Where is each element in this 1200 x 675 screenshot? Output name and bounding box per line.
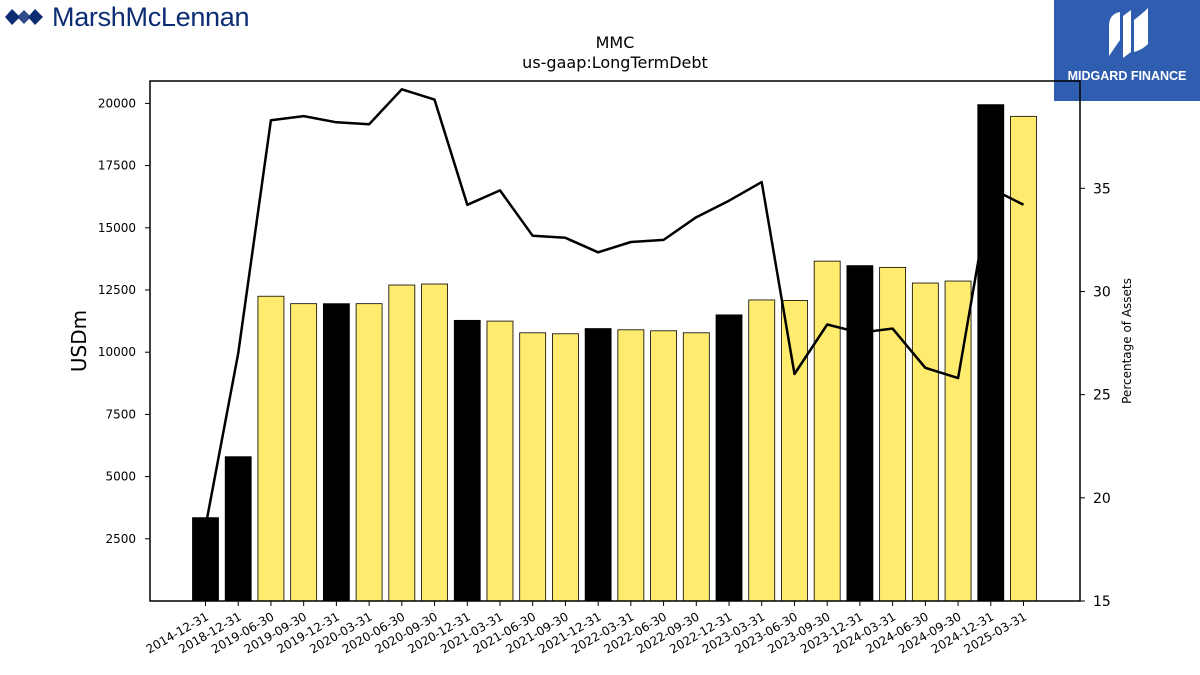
left-y-ticks: 2500 5000 7500 10000 12500 15000 17500 20000 bbox=[98, 96, 150, 546]
bar-2023-03-31 bbox=[748, 299, 776, 602]
bar-2019-09-30 bbox=[290, 303, 318, 602]
y2-tick-label: 20 bbox=[1093, 491, 1111, 507]
right-y-ticks: 15 20 25 30 35 bbox=[1080, 181, 1111, 610]
bar-2020-03-31 bbox=[355, 303, 383, 602]
marshmclennan-logo: MarshMcLennan bbox=[4, 1, 250, 32]
bars-layer bbox=[192, 104, 1037, 602]
y-tick-label: 17500 bbox=[98, 159, 136, 173]
bar-2019-12-31 bbox=[322, 303, 350, 602]
bar-2022-09-30 bbox=[682, 332, 710, 602]
midgard-finance-logo: MIDGARD FINANCE bbox=[1054, 0, 1200, 101]
y2-tick-label: 35 bbox=[1093, 181, 1111, 197]
bar-2021-06-30 bbox=[519, 332, 547, 602]
bar-2020-09-30 bbox=[421, 283, 448, 602]
bar-2023-06-30 bbox=[781, 300, 808, 602]
y2-tick-label: 15 bbox=[1093, 594, 1111, 610]
mmc-mark-icon bbox=[5, 9, 43, 25]
y2-tick-label: 25 bbox=[1093, 388, 1111, 404]
y-tick-label: 7500 bbox=[105, 407, 136, 421]
bar-2022-06-30 bbox=[650, 330, 677, 602]
midgard-logo-text: MIDGARD FINANCE bbox=[1067, 69, 1187, 83]
bar-2023-09-30 bbox=[813, 260, 841, 602]
mmc-logo-text: MarshMcLennan bbox=[52, 1, 250, 32]
bar-2023-12-31 bbox=[846, 265, 874, 602]
y-tick-label: 20000 bbox=[98, 96, 136, 110]
y-tick-label: 12500 bbox=[98, 283, 136, 297]
bar-2019-06-30 bbox=[257, 295, 285, 602]
bar-2022-12-31 bbox=[715, 314, 743, 602]
y2-axis-label: Percentage of Assets bbox=[1120, 278, 1134, 404]
y-tick-label: 5000 bbox=[105, 470, 136, 484]
plot-frame bbox=[149, 80, 1081, 602]
bar-2024-06-30 bbox=[911, 282, 939, 602]
y2-tick-label: 30 bbox=[1093, 284, 1111, 300]
axes-layer bbox=[149, 80, 1081, 602]
x-ticks: 2014-12-312018-12-312019-06-302019-09-30… bbox=[144, 601, 1029, 656]
bar-2021-09-30 bbox=[552, 333, 579, 602]
bar-2024-03-31 bbox=[879, 266, 907, 602]
bar-2021-12-31 bbox=[584, 328, 612, 602]
bar-2021-03-31 bbox=[486, 320, 514, 602]
chart-title: MMC bbox=[596, 33, 635, 52]
chart-subtitle: us-gaap:LongTermDebt bbox=[522, 53, 708, 72]
y-tick-label: 2500 bbox=[105, 532, 136, 546]
bar-2025-03-31 bbox=[1010, 115, 1037, 602]
bar-2022-03-31 bbox=[617, 329, 645, 602]
bar-2024-12-31 bbox=[977, 104, 1005, 602]
midgard-mark-icon bbox=[1109, 8, 1148, 58]
y-axis-label: USDm bbox=[67, 310, 91, 372]
y-tick-label: 10000 bbox=[98, 345, 136, 359]
bar-2018-12-31 bbox=[224, 456, 252, 602]
percent-line-layer bbox=[204, 88, 1025, 527]
bar-2020-12-31 bbox=[453, 319, 481, 602]
y-tick-label: 15000 bbox=[98, 221, 136, 235]
bar-2020-06-30 bbox=[388, 284, 416, 602]
bar-2014-12-31 bbox=[192, 517, 219, 602]
percent-of-assets-line bbox=[204, 88, 1025, 527]
